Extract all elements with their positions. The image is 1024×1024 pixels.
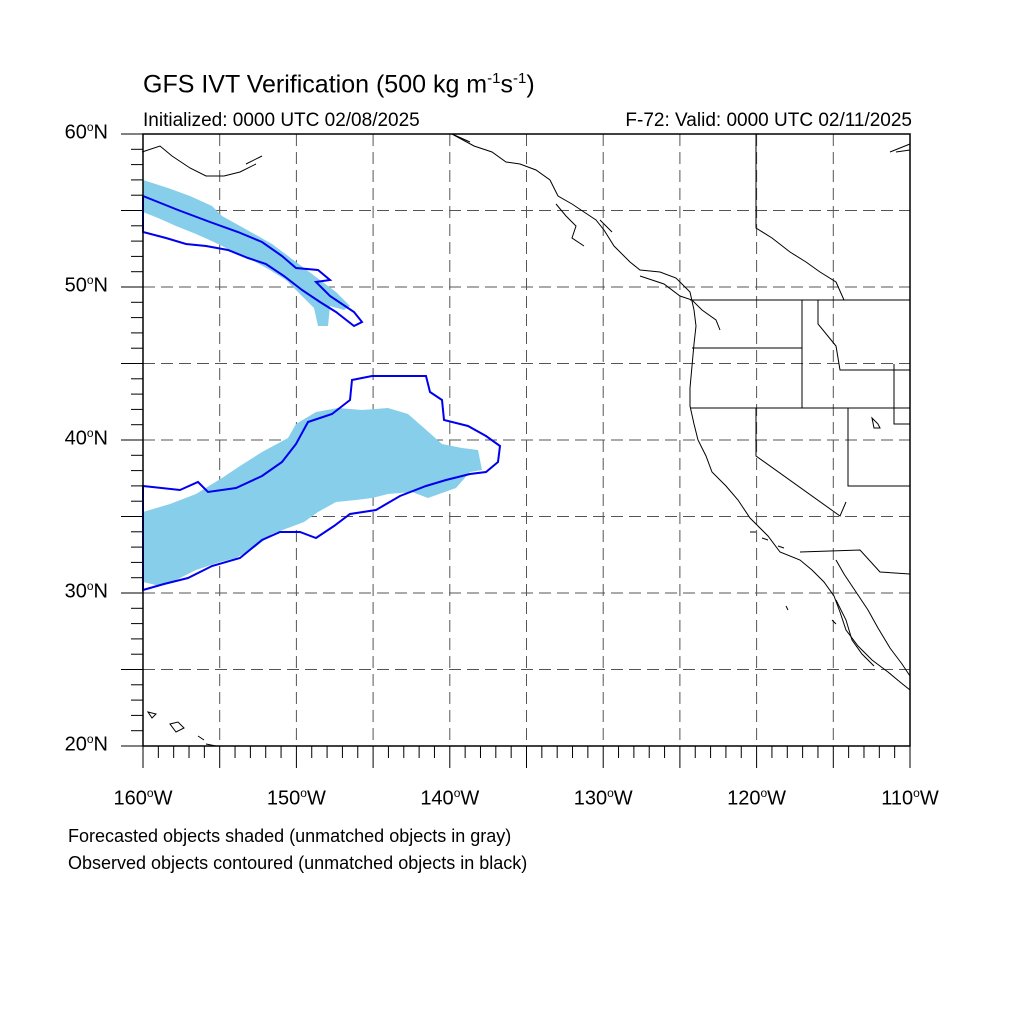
axis-ticks (121, 133, 911, 768)
border-bc-alberta (755, 134, 845, 301)
note-observed: Observed objects contoured (unmatched ob… (68, 853, 528, 873)
valid-time: F-72: Valid: 0000 UTC 02/11/2025 (625, 110, 912, 131)
observed-objects (142, 194, 502, 592)
forecast-object-south (143, 408, 482, 586)
forecast-objects (143, 180, 482, 586)
lon-label: 150oW (266, 786, 326, 810)
border-states (690, 300, 911, 575)
lon-label: 130oW (573, 786, 633, 810)
lat-label: 30oN (64, 579, 108, 603)
map-title: GFS IVT Verification (500 kg m-1s-1) (143, 70, 535, 99)
political-borders (451, 133, 911, 575)
coastline-north-america (451, 133, 911, 691)
lon-label: 160oW (113, 786, 173, 810)
lon-label: 120oW (727, 786, 787, 810)
observed-object-north (142, 194, 364, 328)
lat-label: 40oN (64, 426, 108, 450)
coastline-baja-gulf (835, 559, 911, 677)
initialized-time: Initialized: 0000 UTC 02/08/2025 (143, 110, 420, 131)
lon-label: 140oW (420, 786, 480, 810)
note-forecast: Forecasted objects shaded (unmatched obj… (68, 826, 512, 846)
observed-object-south (142, 375, 502, 592)
coastline-northeast (889, 143, 911, 153)
lat-label: 50oN (64, 273, 108, 297)
lat-label: 60oN (64, 120, 108, 144)
lat-label: 20oN (64, 732, 108, 756)
forecast-object-north (143, 180, 350, 326)
small-islands (750, 416, 881, 625)
border-alaska-canada (451, 133, 471, 143)
coastline-hawaii (146, 711, 217, 747)
lon-label: 110oW (881, 786, 939, 810)
lat-lon-grid (143, 134, 910, 746)
